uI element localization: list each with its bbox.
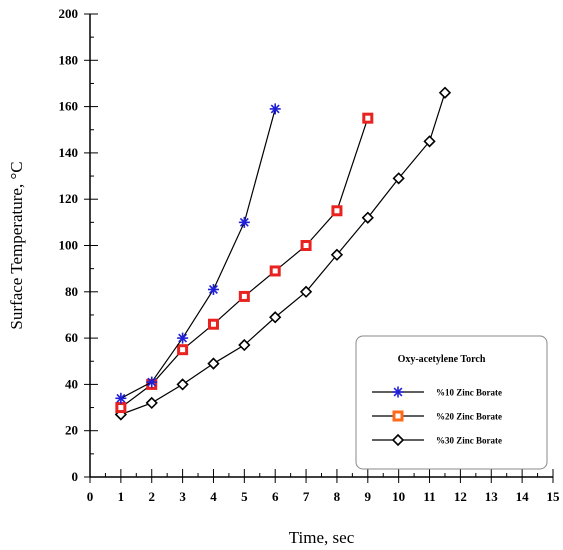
x-tick-label: 11	[423, 489, 435, 504]
y-tick-label: 140	[59, 145, 79, 160]
data-point-marker	[115, 402, 127, 414]
x-tick-label: 12	[454, 489, 467, 504]
data-point-marker	[146, 376, 158, 388]
data-point-marker	[269, 265, 281, 277]
data-point-marker	[269, 103, 281, 115]
data-point-marker	[207, 357, 220, 370]
data-point-marker	[269, 311, 282, 324]
x-tick-label: 5	[241, 489, 248, 504]
legend-entry: %10 Zinc Borate	[372, 386, 502, 398]
x-tick-label: 14	[516, 489, 530, 504]
data-point-marker	[176, 378, 189, 391]
y-tick-label: 40	[65, 376, 78, 391]
x-tick-label: 9	[365, 489, 372, 504]
legend-entry: %20 Zinc Borate	[372, 410, 502, 422]
x-tick-label: 2	[148, 489, 155, 504]
x-tick-label: 7	[303, 489, 310, 504]
x-tick-label: 6	[272, 489, 279, 504]
legend-entry: %30 Zinc Borate	[372, 433, 502, 447]
y-tick-label: 180	[59, 52, 79, 67]
data-point-marker	[115, 392, 127, 404]
data-point-marker	[362, 112, 374, 124]
x-tick-label: 4	[210, 489, 217, 504]
series-line	[120, 108, 276, 399]
series-line	[120, 92, 446, 416]
y-tick-label: 160	[59, 99, 79, 114]
data-point-marker	[177, 344, 189, 356]
series-1	[115, 103, 281, 404]
y-tick-label: 80	[65, 284, 78, 299]
legend: Oxy-acetylene Torch %10 Zinc Borate %20 Z…	[355, 335, 548, 470]
y-axis-title: Surface Temperature, °C	[7, 161, 26, 329]
data-point-marker	[145, 396, 158, 410]
data-point-marker	[423, 135, 436, 148]
y-tick-label: 100	[59, 238, 79, 253]
x-tick-label: 13	[485, 489, 499, 504]
y-tick-label: 200	[59, 6, 79, 21]
data-point-marker	[207, 283, 219, 295]
x-tick-label: 3	[179, 489, 186, 504]
legend-title: Oxy-acetylene Torch	[398, 354, 486, 365]
legend-marker	[392, 386, 404, 398]
legend-label: %30 Zinc Borate	[436, 436, 502, 446]
data-point-marker	[207, 318, 219, 330]
data-point-marker	[177, 332, 189, 344]
data-point-marker	[438, 86, 452, 99]
x-tick-label: 1	[118, 489, 125, 504]
data-point-marker	[331, 205, 343, 217]
data-point-marker	[299, 285, 313, 298]
legend-marker	[392, 410, 404, 422]
legend-box	[355, 335, 548, 470]
legend-label: %20 Zinc Borate	[436, 412, 502, 422]
y-tick-label: 60	[65, 330, 78, 345]
x-tick-label: 0	[87, 489, 94, 504]
data-point-marker	[392, 172, 405, 185]
series-3	[114, 86, 452, 421]
series-2	[115, 112, 374, 414]
x-tick-label: 8	[334, 489, 341, 504]
data-point-marker	[238, 338, 251, 352]
data-point-marker	[300, 240, 312, 251]
x-tick-label: 10	[392, 489, 405, 504]
y-tick-label: 20	[65, 423, 78, 438]
data-point-marker	[238, 290, 250, 302]
legend-marker	[391, 433, 405, 447]
legend-label: %10 Zinc Borate	[436, 388, 502, 398]
data-point-marker	[361, 211, 374, 224]
y-tick-label: 120	[59, 191, 79, 206]
y-tick-label: 0	[72, 469, 79, 484]
data-point-marker	[330, 248, 344, 261]
x-tick-label: 15	[547, 489, 561, 504]
data-point-marker	[238, 216, 250, 228]
x-axis-title: Time, sec	[289, 528, 355, 547]
